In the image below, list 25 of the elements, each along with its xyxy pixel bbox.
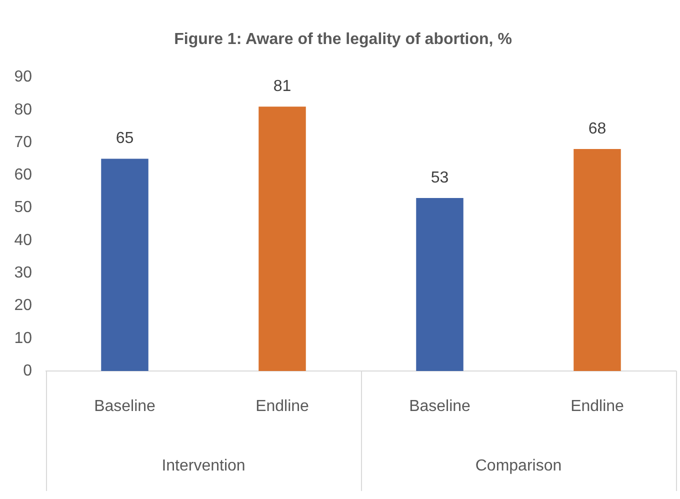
y-tick-label: 80: [14, 101, 32, 118]
bar: [574, 149, 621, 371]
text: Intervention: [162, 457, 246, 474]
data-label: 53: [430, 169, 449, 186]
bar: [258, 106, 306, 371]
bar: [101, 158, 148, 371]
x-tick-label: Endline: [256, 398, 310, 416]
y-tick-label: 10: [14, 330, 32, 347]
y-tick-label: 20: [14, 297, 32, 314]
y-tick-label: 0: [23, 362, 32, 380]
x-tick-label: Endline: [570, 398, 624, 416]
chart-title: Figure 1: Aware of the legality of abortion, %: [174, 31, 512, 48]
bar: [416, 198, 464, 371]
y-tick-label: 90: [14, 68, 32, 86]
text: Comparison: [475, 457, 562, 474]
y-tick-label: 70: [14, 134, 32, 151]
data-label: 65: [116, 130, 134, 148]
data-label: 68: [588, 120, 606, 138]
y-tick-label: 50: [14, 199, 32, 216]
data-label: 81: [273, 78, 292, 95]
y-tick-label: 30: [14, 264, 32, 282]
y-tick-label: 60: [14, 166, 32, 184]
x-tick-label: Baseline: [409, 398, 471, 416]
y-tick-label: 40: [14, 232, 32, 249]
x-tick-label: Baseline: [94, 398, 156, 416]
